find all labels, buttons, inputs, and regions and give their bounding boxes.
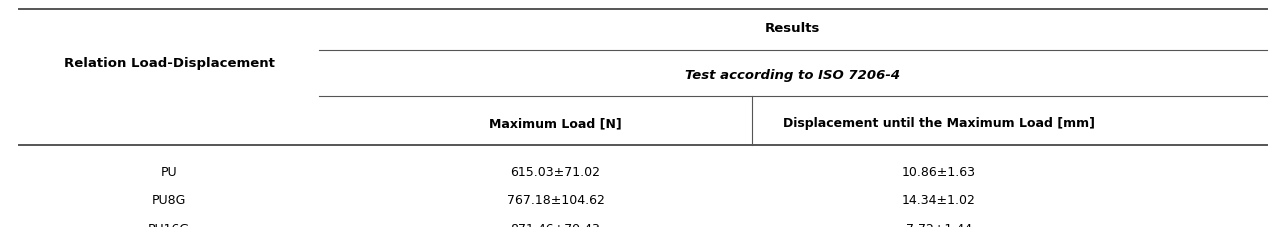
Text: PU: PU xyxy=(161,166,177,179)
Text: Displacement until the Maximum Load [mm]: Displacement until the Maximum Load [mm] xyxy=(783,117,1094,130)
Text: 615.03±71.02: 615.03±71.02 xyxy=(511,166,601,179)
Text: Maximum Load [N]: Maximum Load [N] xyxy=(489,117,622,130)
Text: 10.86±1.63: 10.86±1.63 xyxy=(901,166,976,179)
Text: Test according to ISO 7206-4: Test according to ISO 7206-4 xyxy=(685,69,900,82)
Text: Relation Load-Displacement: Relation Load-Displacement xyxy=(64,57,274,70)
Text: PU16G: PU16G xyxy=(148,223,190,227)
Text: PU8G: PU8G xyxy=(152,194,186,207)
Text: 871.46±79.43: 871.46±79.43 xyxy=(511,223,601,227)
Text: 14.34±1.02: 14.34±1.02 xyxy=(901,194,976,207)
Text: 767.18±104.62: 767.18±104.62 xyxy=(507,194,604,207)
Text: 7.72±1.44: 7.72±1.44 xyxy=(905,223,972,227)
Text: Results: Results xyxy=(765,22,820,35)
